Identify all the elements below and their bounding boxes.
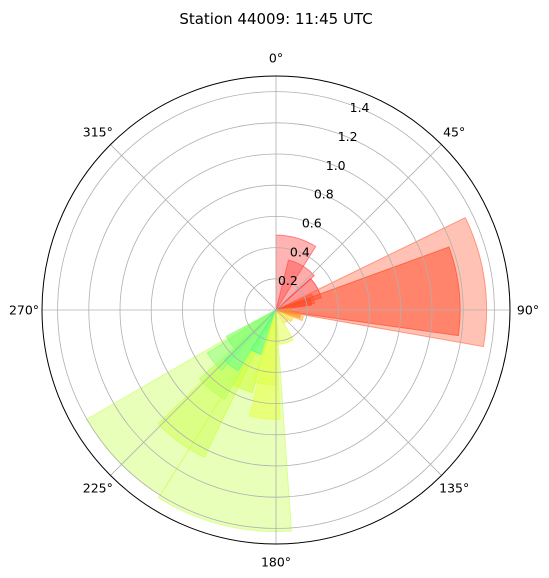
theta-tick-label-1: 45° bbox=[443, 124, 465, 139]
angular-tick-labels: 0° 45° 90° 135° 180° 225° 270° 315° bbox=[9, 51, 539, 570]
grid-spoke-1 bbox=[275, 144, 442, 311]
theta-tick-label-4: 180° bbox=[261, 555, 291, 570]
r-tick-label-6: 1.4 bbox=[350, 100, 370, 115]
bar-28 bbox=[275, 309, 302, 319]
r-tick-label-1: 0.4 bbox=[290, 244, 310, 259]
bars-layer bbox=[86, 217, 488, 532]
r-tick-label-3: 0.8 bbox=[314, 187, 334, 202]
radial-tick-labels: 0.2 0.4 0.6 0.8 1.0 1.2 1.4 bbox=[278, 100, 370, 288]
theta-tick-label-7: 315° bbox=[83, 124, 113, 139]
grid-layer bbox=[42, 76, 510, 544]
r-tick-label-2: 0.6 bbox=[302, 216, 322, 231]
theta-tick-label-2: 90° bbox=[517, 303, 539, 318]
chart-title: Station 44009: 11:45 UTC bbox=[179, 10, 372, 28]
grid-spoke-7 bbox=[110, 144, 277, 311]
grid-spoke-3 bbox=[275, 309, 442, 476]
theta-tick-label-3: 135° bbox=[439, 481, 469, 496]
r-tick-label-5: 1.2 bbox=[338, 129, 358, 144]
r-tick-label-0: 0.2 bbox=[278, 273, 298, 288]
theta-tick-label-6: 270° bbox=[9, 303, 39, 318]
theta-tick-label-5: 225° bbox=[83, 481, 113, 496]
bar-26 bbox=[274, 217, 488, 348]
grid-spoke-5 bbox=[110, 309, 277, 476]
r-tick-label-4: 1.0 bbox=[326, 158, 346, 173]
polar-frame bbox=[41, 75, 511, 545]
bar-16 bbox=[223, 309, 277, 372]
theta-tick-label-0: 0° bbox=[269, 51, 283, 66]
